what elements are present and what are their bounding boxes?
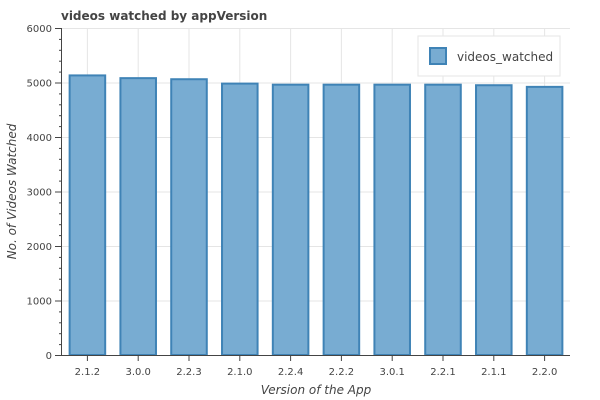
bar-2.1.1 xyxy=(475,84,513,356)
bar-2.2.3 xyxy=(170,78,208,356)
y-axis-title: No. of Videos Watched xyxy=(5,123,19,259)
bar-2.2.1 xyxy=(424,83,462,357)
x-tick-label: 2.2.1 xyxy=(430,367,455,378)
y-tick-label: 5000 xyxy=(27,79,52,90)
axis-ticks: 0 1000 2000 3000 4000 5000 6000 2.1.2 3.0.0 2.2.3… xyxy=(27,24,558,378)
x-tick-label: 2.1.1 xyxy=(481,367,506,378)
y-tick-label: 4000 xyxy=(27,133,52,144)
bar-2.2.4 xyxy=(271,83,310,357)
bar-2.2.0 xyxy=(525,85,564,357)
y-tick-label: 3000 xyxy=(27,188,52,199)
x-tick-label: 3.0.0 xyxy=(125,367,150,378)
legend: videos_watched xyxy=(417,35,561,77)
y-tick-label: 0 xyxy=(46,351,52,362)
x-tick-label: 2.2.4 xyxy=(278,367,303,378)
chart-title: videos watched by appVersion xyxy=(61,9,267,23)
legend-swatch xyxy=(429,47,447,65)
bar-2.1.0 xyxy=(221,82,259,356)
legend-label: videos_watched xyxy=(457,50,553,64)
x-tick-label: 2.2.3 xyxy=(176,367,201,378)
y-tick-label: 6000 xyxy=(27,24,52,35)
bar-3.0.1 xyxy=(373,83,411,357)
x-tick-label: 3.0.1 xyxy=(379,367,404,378)
bar-2.2.2 xyxy=(322,83,361,357)
y-tick-label: 2000 xyxy=(27,242,52,253)
x-axis-title: Version of the App xyxy=(261,383,372,397)
bar-3.0.0 xyxy=(119,77,157,356)
bar-2.1.2 xyxy=(68,74,107,356)
y-tick-label: 1000 xyxy=(27,297,52,308)
bars xyxy=(68,74,564,357)
x-tick-label: 2.1.0 xyxy=(227,367,252,378)
x-tick-label: 2.1.2 xyxy=(75,367,100,378)
x-tick-label: 2.2.2 xyxy=(329,367,354,378)
x-tick-label: 2.2.0 xyxy=(532,367,557,378)
